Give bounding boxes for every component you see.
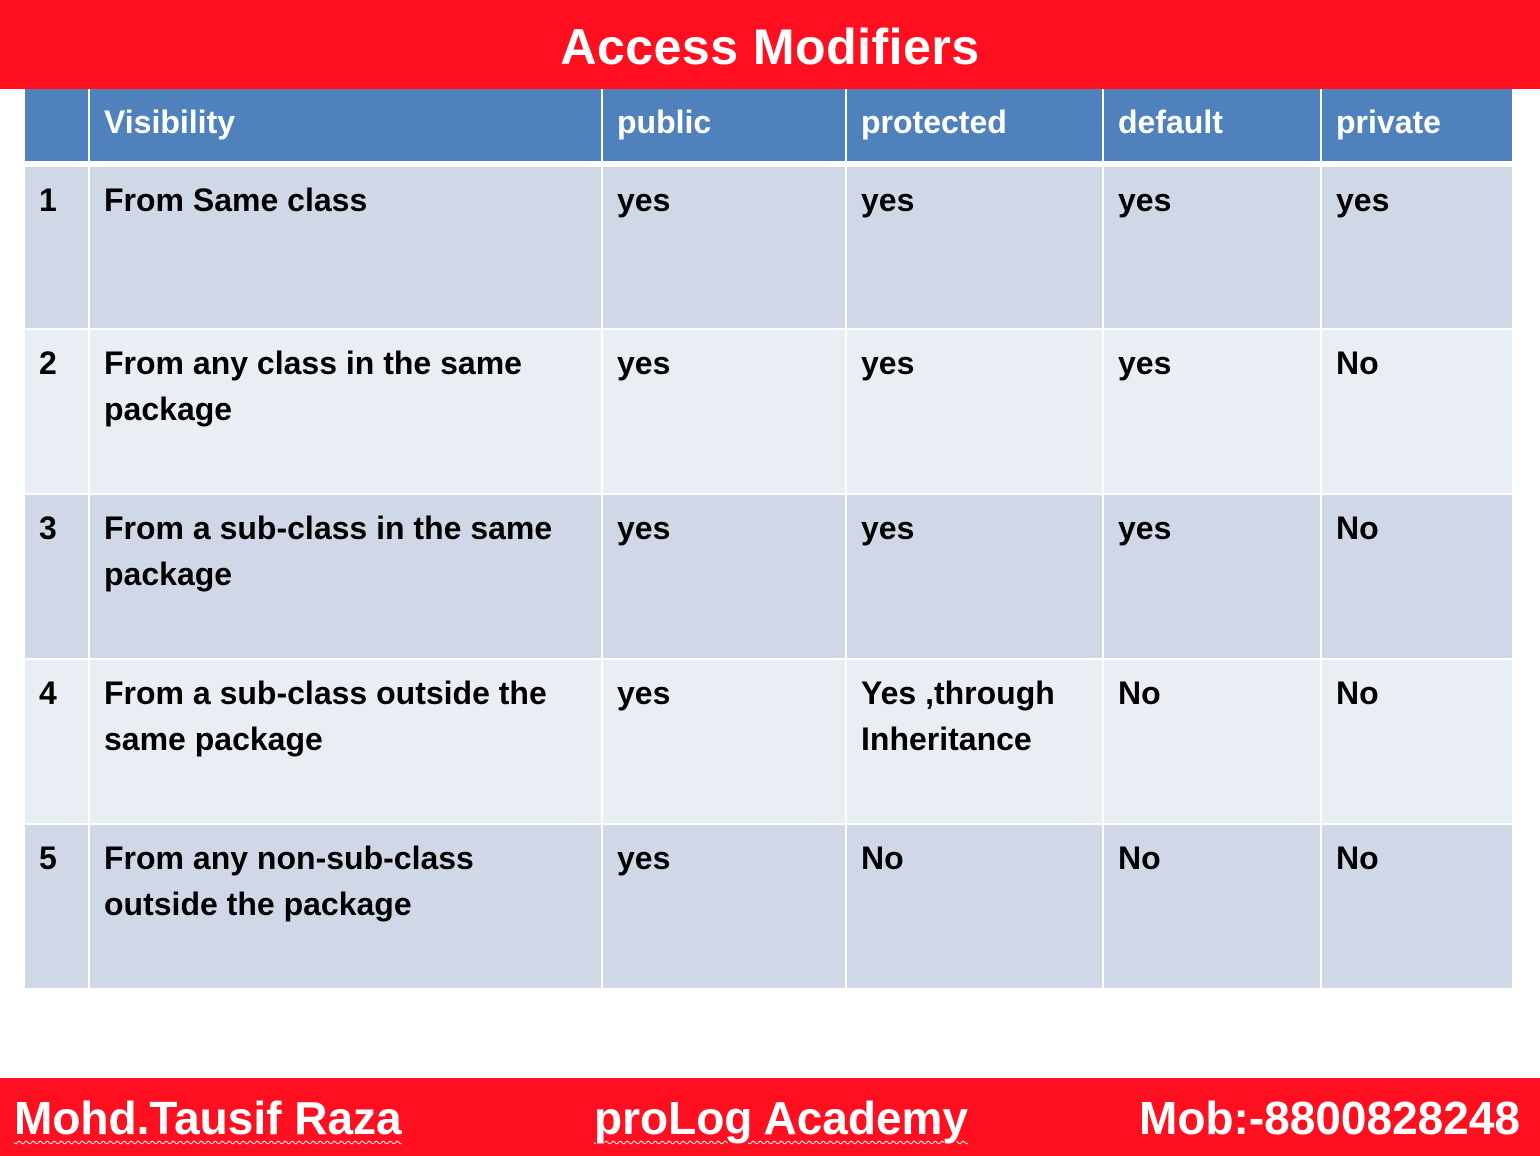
table-row: 3 From a sub-class in the same package y… — [25, 494, 1512, 659]
private-cell: No — [1320, 329, 1512, 494]
row-number: 1 — [25, 164, 90, 329]
table-header-row: Visibility public protected default priv… — [25, 89, 1512, 164]
default-cell: yes — [1102, 494, 1322, 659]
header-public: public — [601, 89, 847, 164]
header-default: default — [1102, 89, 1322, 164]
default-cell: yes — [1102, 329, 1322, 494]
public-cell: yes — [601, 659, 847, 824]
private-cell: No — [1320, 494, 1512, 659]
row-number: 4 — [25, 659, 90, 824]
row-number: 2 — [25, 329, 90, 494]
protected-cell: Yes ,through Inheritance — [845, 659, 1104, 824]
header-number — [25, 89, 90, 164]
visibility-cell: From Same class — [88, 164, 603, 329]
default-cell: yes — [1102, 164, 1322, 329]
protected-cell: No — [845, 824, 1104, 989]
default-cell: No — [1102, 824, 1322, 989]
protected-cell: yes — [845, 494, 1104, 659]
table-row: 2 From any class in the same package yes… — [25, 329, 1512, 494]
page-title: Access Modifiers — [560, 18, 980, 75]
row-number: 3 — [25, 494, 90, 659]
title-banner: Access Modifiers — [0, 0, 1540, 89]
private-cell: No — [1320, 659, 1512, 824]
table-row: 1 From Same class yes yes yes yes — [25, 164, 1512, 329]
table-row: 4 From a sub-class outside the same pack… — [25, 659, 1512, 824]
header-visibility: Visibility — [88, 89, 603, 164]
default-cell: No — [1102, 659, 1322, 824]
protected-cell: yes — [845, 329, 1104, 494]
header-protected: protected — [845, 89, 1104, 164]
visibility-cell: From any non-sub-class outside the packa… — [88, 824, 603, 989]
private-cell: No — [1320, 824, 1512, 989]
table-row: 5 From any non-sub-class outside the pac… — [25, 824, 1512, 989]
contact-number: Mob:-8800828248 — [1139, 1092, 1520, 1144]
access-modifiers-table: Visibility public protected default priv… — [25, 89, 1512, 990]
public-cell: yes — [601, 824, 847, 989]
public-cell: yes — [601, 164, 847, 329]
public-cell: yes — [601, 494, 847, 659]
visibility-cell: From a sub-class outside the same packag… — [88, 659, 603, 824]
footer-banner: Mohd.Tausif Raza proLog Academy Mob:-880… — [0, 1078, 1540, 1156]
academy-name: proLog Academy — [594, 1092, 969, 1144]
author-name: Mohd.Tausif Raza — [14, 1092, 402, 1144]
private-cell: yes — [1320, 164, 1512, 329]
header-private: private — [1320, 89, 1512, 164]
visibility-cell: From any class in the same package — [88, 329, 603, 494]
public-cell: yes — [601, 329, 847, 494]
visibility-cell: From a sub-class in the same package — [88, 494, 603, 659]
row-number: 5 — [25, 824, 90, 989]
protected-cell: yes — [845, 164, 1104, 329]
